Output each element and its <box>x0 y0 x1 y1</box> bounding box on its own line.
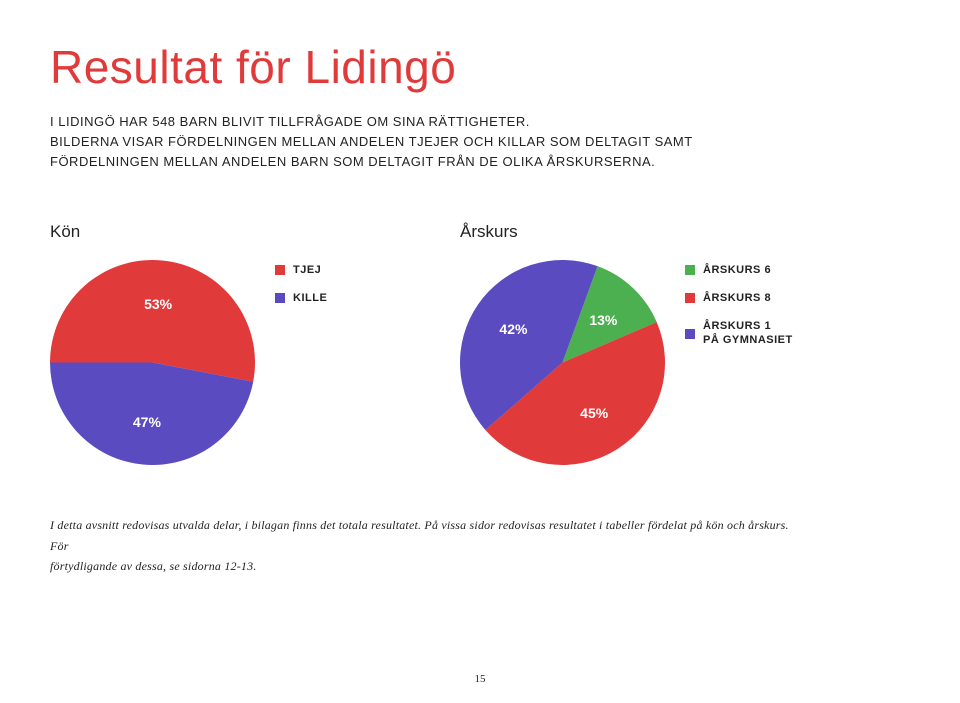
intro-line-2: BILDERNA VISAR FÖRDELNINGEN MELLAN ANDEL… <box>50 134 692 169</box>
arskurs-legend-swatch-0 <box>685 265 695 275</box>
arskurs-legend-swatch-2 <box>685 329 695 339</box>
arskurs-legend-item-2: ÅRSKURS 1PÅ GYMNASIET <box>685 320 793 348</box>
arskurs-pct-label-2: 42% <box>499 321 527 337</box>
kon-legend-item-0: TJEJ <box>275 264 327 276</box>
arskurs-pct-label-1: 45% <box>580 405 608 421</box>
footnote-line-1: I detta avsnitt redovisas utvalda delar,… <box>50 518 789 552</box>
arskurs-legend-label-2: ÅRSKURS 1PÅ GYMNASIET <box>703 320 793 348</box>
charts-row: Kön 53% 47% TJEJ KILLE Årskurs 13% 45% 42% Å… <box>50 222 910 465</box>
page-title: Resultat för Lidingö <box>50 40 910 94</box>
arskurs-legend-label-0: ÅRSKURS 6 <box>703 264 771 276</box>
kon-chart-title: Kön <box>50 222 450 242</box>
arskurs-chart-title: Årskurs <box>460 222 793 242</box>
arskurs-legend-item-0: ÅRSKURS 6 <box>685 264 793 276</box>
footnote: I detta avsnitt redovisas utvalda delar,… <box>50 515 810 576</box>
arskurs-pie-chart: 13% 45% 42% <box>460 260 665 465</box>
footnote-line-2: förtydligande av dessa, se sidorna 12-13… <box>50 559 257 573</box>
kon-legend-item-1: KILLE <box>275 292 327 304</box>
kon-legend: TJEJ KILLE <box>275 260 327 304</box>
arskurs-legend-swatch-1 <box>685 293 695 303</box>
kon-legend-label-1: KILLE <box>293 292 327 304</box>
intro-line-1: I LIDINGÖ HAR 548 BARN BLIVIT TILLFRÅGAD… <box>50 114 530 129</box>
arskurs-pct-label-0: 13% <box>589 312 617 328</box>
arskurs-legend-label-1: ÅRSKURS 8 <box>703 292 771 304</box>
arskurs-chart-block: Årskurs 13%45%42% ÅRSKURS 6ÅRSKURS 8ÅRSK… <box>460 222 793 465</box>
page-number: 15 <box>475 673 486 685</box>
kon-chart-block: Kön 53% 47% TJEJ KILLE <box>50 222 450 465</box>
arskurs-legend-item-1: ÅRSKURS 8 <box>685 292 793 304</box>
kon-legend-swatch-0 <box>275 265 285 275</box>
intro-text: I LIDINGÖ HAR 548 BARN BLIVIT TILLFRÅGAD… <box>50 112 790 172</box>
arskurs-legend: ÅRSKURS 6 ÅRSKURS 8 ÅRSKURS 1PÅ GYMNASIET <box>685 260 793 348</box>
kon-legend-swatch-1 <box>275 293 285 303</box>
kon-pie-chart: 53% 47% <box>50 260 255 465</box>
kon-legend-label-0: TJEJ <box>293 264 321 276</box>
kon-pct-label-0: 53% <box>144 296 172 312</box>
kon-pct-label-1: 47% <box>133 414 161 430</box>
